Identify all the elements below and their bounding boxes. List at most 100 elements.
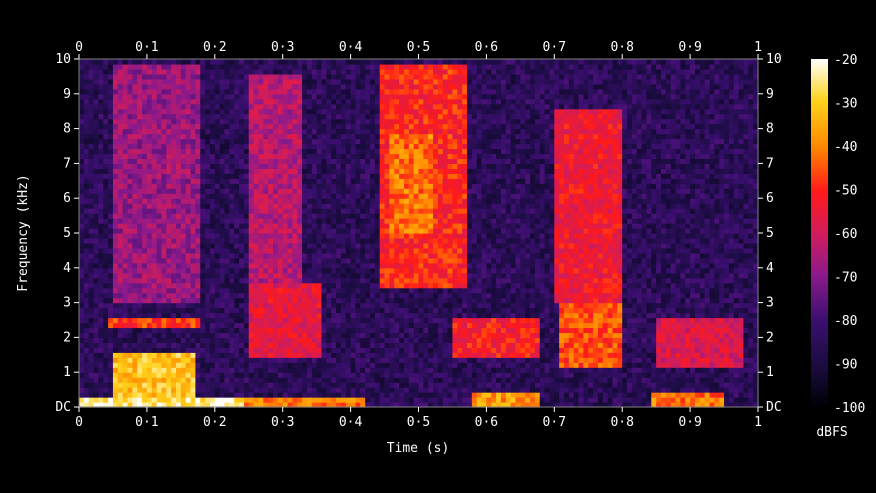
spectrogram-cell <box>336 148 342 155</box>
spectrogram-cell <box>112 307 119 314</box>
spectrogram-cell <box>200 173 206 179</box>
spectrogram-cell <box>214 352 221 358</box>
spectrogram-cell <box>79 73 85 80</box>
spectrogram-cell <box>379 257 386 264</box>
spectrogram-cell <box>273 148 279 155</box>
spectrogram-cell <box>394 347 400 353</box>
spectrogram-cell <box>200 317 206 324</box>
spectrogram-cell <box>316 68 323 75</box>
spectrogram-cell <box>321 242 327 249</box>
spectrogram-cell <box>268 103 274 110</box>
spectrogram-cell <box>263 98 269 105</box>
spectrogram-cell <box>258 78 264 85</box>
spectrogram-cell <box>302 98 308 105</box>
spectrogram-cell <box>389 382 395 388</box>
spectrogram-cell <box>239 158 245 164</box>
spectrogram-cell <box>287 362 293 368</box>
spectrogram-cell <box>292 387 298 393</box>
spectrogram-cell <box>292 297 298 304</box>
spectrogram-cell <box>229 357 235 363</box>
spectrogram-cell <box>98 78 104 85</box>
spectrogram-cell <box>297 118 303 125</box>
spectrogram-cell <box>399 128 405 135</box>
spectrogram-cell <box>88 382 95 388</box>
spectrogram-cell <box>360 347 366 353</box>
spectrogram-cell <box>132 242 138 249</box>
spectrogram-cell <box>195 153 201 160</box>
spectrogram-cell <box>171 83 177 90</box>
spectrogram-cell <box>316 337 323 343</box>
spectrogram-cell <box>195 387 201 393</box>
spectrogram-cell <box>277 247 284 254</box>
spectrogram-cell <box>93 277 99 284</box>
spectrogram-cell <box>350 312 357 319</box>
spectrogram-cell <box>384 297 390 304</box>
spectrogram-cell <box>384 113 390 120</box>
spectrogram-cell <box>195 128 201 135</box>
spectrogram-cell <box>282 123 289 130</box>
spectrogram-cell <box>239 163 245 169</box>
spectrogram-cell <box>374 103 381 110</box>
spectrogram-cell <box>399 342 405 348</box>
spectrogram-cell <box>297 153 303 160</box>
spectrogram-cell <box>108 218 114 224</box>
spectrogram-cell <box>146 292 153 299</box>
spectrogram-cell <box>399 218 405 224</box>
spectrogram-cell <box>306 208 313 214</box>
spectrogram-cell <box>156 307 163 314</box>
spectrogram-cell <box>297 108 303 115</box>
spectrogram-cell <box>253 83 260 90</box>
spectrogram-cell <box>389 93 395 100</box>
spectrogram-cell <box>234 342 240 348</box>
spectrogram-cell <box>389 367 395 373</box>
spectrogram-cell <box>83 168 90 174</box>
spectrogram-cell <box>137 307 143 314</box>
spectrogram-cell <box>122 168 129 174</box>
spectrogram-cell <box>209 193 216 199</box>
spectrogram-cell <box>350 208 357 214</box>
spectrogram-cell <box>122 317 129 324</box>
spectrogram-cell <box>306 362 313 368</box>
spectrogram-cell <box>137 357 143 363</box>
spectrogram-cell <box>345 98 352 105</box>
spectrogram-cell <box>418 257 424 264</box>
spectrogram-cell <box>224 242 230 249</box>
spectrogram-cell <box>132 282 138 289</box>
spectrogram-cell <box>403 282 410 289</box>
spectrogram-cell <box>239 213 245 219</box>
spectrogram-cell <box>176 73 182 80</box>
spectrogram-cell <box>239 257 245 264</box>
spectrogram-cell <box>79 153 85 160</box>
spectrogram-cell <box>277 397 284 403</box>
spectrogram-cell <box>365 98 371 105</box>
spectrogram-cell <box>258 317 264 324</box>
spectrogram-cell <box>156 168 163 174</box>
spectrogram-cell <box>200 257 206 264</box>
spectrogram-cell <box>79 292 85 299</box>
spectrogram-cell <box>132 372 138 378</box>
spectrogram-cell <box>176 377 182 383</box>
spectrogram-cell <box>112 272 119 279</box>
spectrogram-cell <box>239 193 245 199</box>
spectrogram-cell <box>350 327 357 334</box>
spectrogram-cell <box>258 327 264 334</box>
spectrogram-cell <box>185 242 192 249</box>
spectrogram-cell <box>316 237 323 244</box>
spectrogram-cell <box>156 242 163 249</box>
spectrogram-cell <box>132 272 138 279</box>
spectrogram-cell <box>331 133 337 140</box>
spectrogram-cell <box>185 88 192 95</box>
spectrogram-cell <box>83 397 90 403</box>
spectrogram-cell <box>345 292 352 299</box>
spectrogram-cell <box>108 387 114 393</box>
spectrogram-cell <box>277 163 284 169</box>
spectrogram-cell <box>311 302 318 309</box>
spectrogram-cell <box>355 138 361 145</box>
spectrogram-cell <box>263 347 269 353</box>
spectrogram-cell <box>146 173 153 179</box>
spectrogram-cell <box>127 312 133 319</box>
spectrogram-cell <box>166 272 172 279</box>
spectrogram-cell <box>374 272 381 279</box>
spectrogram-cell <box>190 347 196 353</box>
spectrogram-cell <box>243 118 250 125</box>
